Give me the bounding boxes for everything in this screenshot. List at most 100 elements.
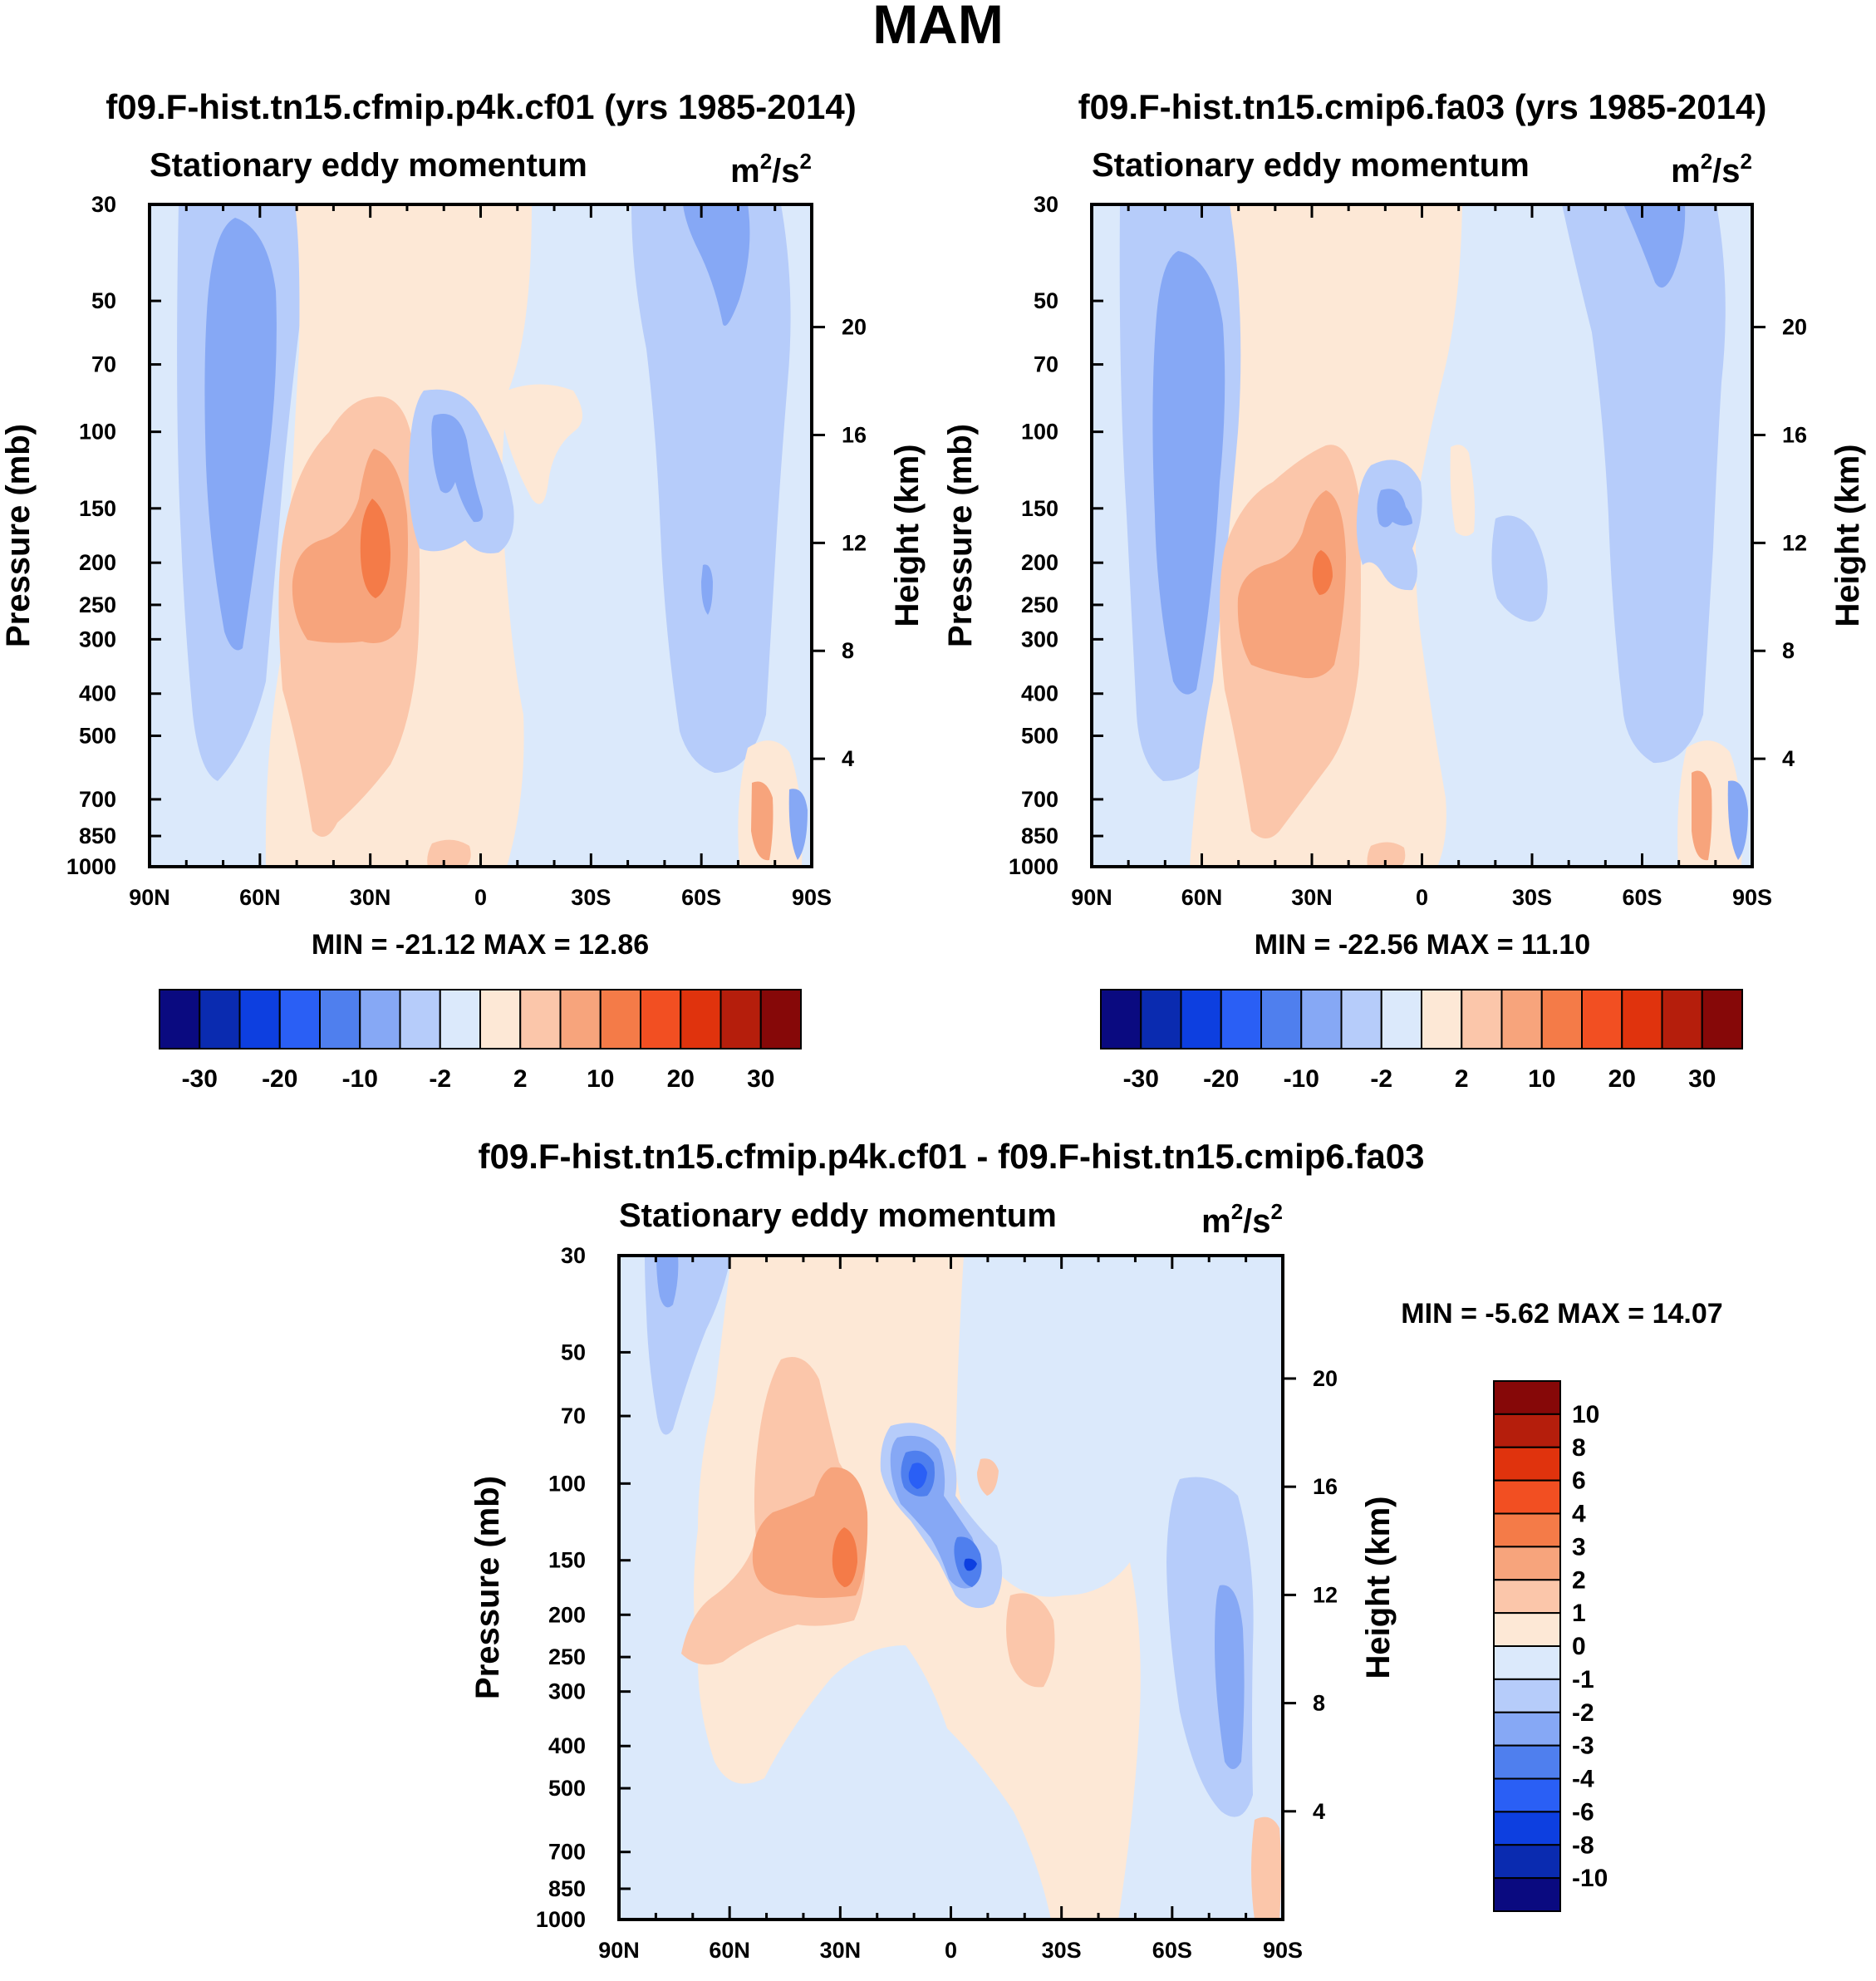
colorbar-swatch	[1493, 1844, 1561, 1880]
panel-2-contour-field	[1092, 204, 1752, 867]
colorbar-label: -2	[1370, 1065, 1392, 1093]
panel-1-sh-negative-outer	[631, 204, 791, 773]
panel-3-title: f09.F-hist.tn15.cfmip.p4k.cf01 - f09.F-h…	[479, 1137, 1425, 1176]
p1-y-tick-label: 200	[79, 550, 116, 575]
colorbar-swatch	[1220, 989, 1262, 1049]
p2-y-tick-label: 200	[1021, 550, 1058, 575]
p2-y-tick-label: 1000	[1009, 854, 1058, 879]
panel-1-nh-negative-inner	[204, 218, 277, 651]
colorbar-label: 2	[513, 1065, 528, 1093]
colorbar-swatch	[1493, 1512, 1561, 1548]
panel-2-min-max: MIN = -22.56 MAX = 11.10	[1255, 929, 1590, 961]
p2-y-tick-label: 500	[1021, 723, 1058, 748]
p2-x-tick-label: 60N	[1181, 885, 1223, 910]
colorbar-swatch	[559, 989, 602, 1049]
panel-2-sh-negative-outer	[1562, 204, 1726, 764]
colorbar-swatch	[519, 989, 562, 1049]
colorbar-swatch	[1540, 989, 1583, 1049]
p1-y-tick-label: 500	[79, 723, 116, 748]
p1-y-tick-label: 30	[91, 192, 116, 217]
panel-3: f09.F-hist.tn15.cfmip.p4k.cf01 - f09.F-h…	[469, 1137, 1723, 1963]
p1-y-tick-label: 50	[91, 288, 116, 313]
colorbar-swatch	[238, 989, 281, 1049]
colorbar-swatch	[479, 989, 522, 1049]
colorbar-swatch	[1300, 989, 1343, 1049]
p3-x-tick-label: 30S	[1042, 1938, 1082, 1963]
panel-2-jet-positive-core	[1312, 550, 1333, 595]
panel-2-subtitle: Stationary eddy momentum	[1092, 147, 1530, 184]
panel-3-units: m2/s2	[1201, 1199, 1283, 1240]
colorbar-swatch	[1260, 989, 1303, 1049]
p2-y2-tick-label: 12	[1782, 530, 1807, 555]
colorbar-swatch	[359, 989, 401, 1049]
panel-1: f09.F-hist.tn15.cfmip.p4k.cf01 (yrs 1985…	[0, 87, 926, 961]
colorbar-label: -6	[1572, 1798, 1594, 1826]
colorbar-swatch	[1180, 989, 1222, 1049]
p1-y-tick-label: 300	[79, 627, 116, 651]
panel-1-title: f09.F-hist.tn15.cfmip.p4k.cf01 (yrs 1985…	[106, 87, 856, 126]
p2-y2-tick-label: 4	[1782, 746, 1795, 771]
panel-1-polar-positive-core	[751, 781, 773, 861]
colorbar-label: 10	[1572, 1401, 1599, 1428]
panel-2-title: f09.F-hist.tn15.cmip6.fa03 (yrs 1985-201…	[1078, 87, 1767, 126]
colorbar-label: 4	[1572, 1501, 1586, 1528]
p1-y2-tick-label: 20	[842, 315, 867, 340]
panel-1-contour-field	[150, 204, 812, 867]
colorbar-swatch	[1493, 1579, 1561, 1615]
p3-y-tick-label: 850	[548, 1876, 586, 1901]
p2-y2-tick-label: 20	[1782, 315, 1807, 340]
p2-y2-tick-label: 16	[1782, 422, 1807, 447]
colorbar-swatch	[1493, 1744, 1561, 1780]
p3-x-tick-label: 90S	[1263, 1938, 1303, 1963]
p3-ylabel: Pressure (mb)	[469, 1476, 506, 1699]
colorbar-label: 2	[1572, 1566, 1586, 1594]
panel-1-sh-negative-sliver	[701, 564, 713, 615]
colorbar-label: 30	[1688, 1065, 1716, 1093]
p1-y-tick-label: 700	[79, 787, 116, 812]
p2-y-tick-label: 50	[1034, 288, 1058, 313]
colorbar-label: 30	[747, 1065, 774, 1093]
p1-ylabel: Pressure (mb)	[0, 424, 37, 647]
colorbar-swatch	[1461, 989, 1503, 1049]
panel-1-axes: 90N 60N 30N 0 30S 60S 90S 30 50 70 100 150 200 250 300…	[0, 192, 926, 910]
colorbar-swatch	[1380, 989, 1422, 1049]
panel-3-min-max: MIN = -5.62 MAX = 14.07	[1401, 1298, 1722, 1330]
panel-2-axes: 90N 60N 30N 0 30S 60S 90S 30 50 70 100 150 200 250 300…	[942, 192, 1866, 910]
colorbar-label: -20	[1203, 1065, 1239, 1093]
p2-y-tick-label: 30	[1034, 192, 1058, 217]
panel-2-polar-positive-core	[1692, 770, 1712, 861]
p3-y-tick-label: 1000	[536, 1907, 586, 1932]
colorbar-swatch	[1493, 1446, 1561, 1482]
colorbar-swatch	[1493, 1413, 1561, 1448]
p1-y-tick-label: 100	[79, 420, 116, 445]
colorbar-swatch	[1500, 989, 1543, 1049]
panel-1-colorbar: -30 -20 -10 -2 2 10 20 30	[159, 989, 802, 1093]
panel-1-surface-positive	[427, 839, 471, 867]
colorbar-swatch	[199, 989, 241, 1049]
p3-y-tick-label: 50	[561, 1340, 586, 1364]
p3-x-tick-label: 60N	[709, 1938, 750, 1963]
p2-y2-tick-label: 8	[1782, 638, 1795, 663]
panel-2-upper-tropical-negative-inner	[1377, 489, 1412, 528]
panel-3-tropical-positive-dot	[977, 1458, 999, 1496]
colorbar-swatch	[640, 989, 682, 1049]
colorbar-label: -2	[1572, 1699, 1594, 1727]
p3-y-tick-label: 70	[561, 1403, 586, 1428]
p1-y-tick-label: 1000	[66, 854, 116, 879]
panel-1-upper-tropical-negative-inner	[431, 414, 484, 523]
panel-3-tropical-negative-core	[908, 1462, 927, 1489]
colorbar-swatch	[1493, 1546, 1561, 1581]
panel-1-surface-negative	[788, 789, 808, 860]
p3-x-tick-label: 0	[945, 1938, 957, 1963]
p1-x-tick-label: 60N	[239, 885, 281, 910]
colorbar-swatch	[1493, 1877, 1561, 1912]
colorbar-swatch	[1661, 989, 1703, 1049]
colorbar-swatch	[1340, 989, 1382, 1049]
p1-y-tick-label: 150	[79, 496, 116, 521]
panel-2-colorbar: -30 -20 -10 -2 2 10 20 30	[1100, 989, 1743, 1093]
p2-x-tick-label: 0	[1416, 885, 1428, 910]
p1-y-tick-label: 850	[79, 823, 116, 848]
p1-y2-tick-label: 16	[842, 422, 867, 447]
p2-y-tick-label: 400	[1021, 681, 1058, 706]
